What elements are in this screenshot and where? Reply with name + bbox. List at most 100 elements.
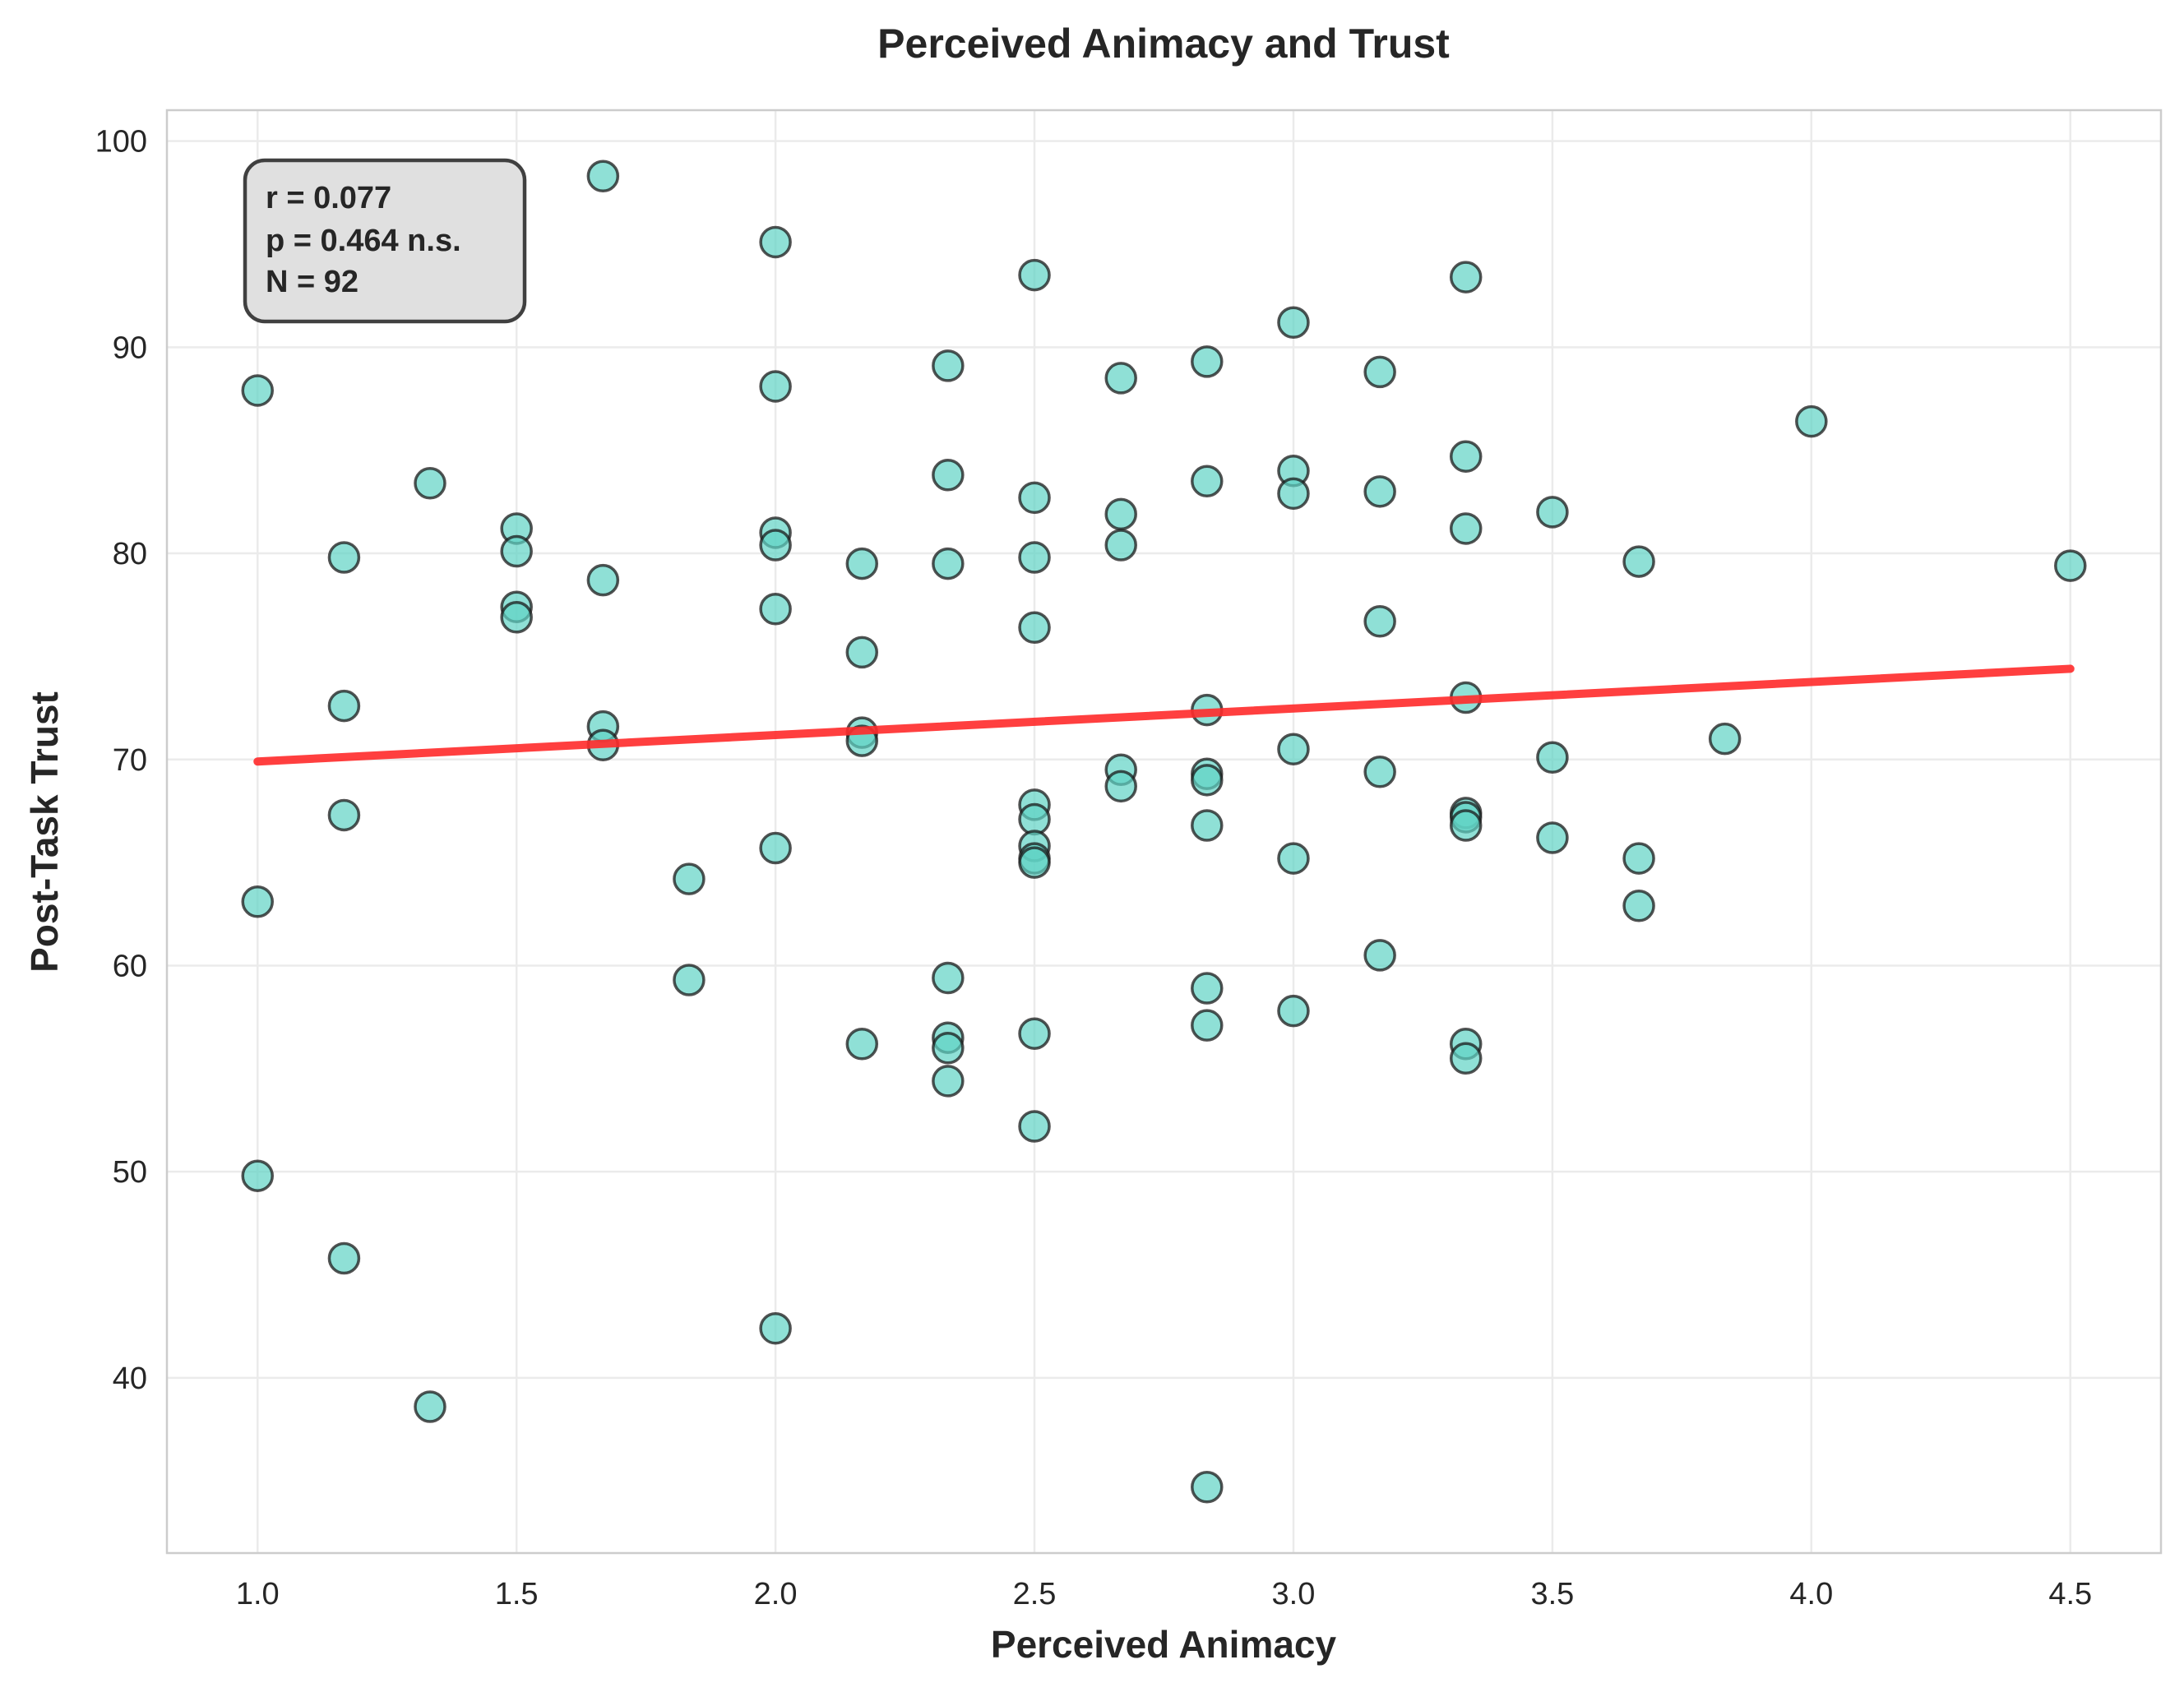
data-point xyxy=(845,1027,879,1061)
y-tick-label: 70 xyxy=(113,743,147,778)
data-point xyxy=(1018,258,1051,292)
data-point xyxy=(845,547,879,580)
y-axis-label: Post-Task Trust xyxy=(23,691,66,973)
data-point xyxy=(414,1390,447,1423)
data-point xyxy=(1449,512,1483,545)
regression-line xyxy=(253,664,2075,766)
data-point xyxy=(845,636,879,669)
y-tick-label: 50 xyxy=(113,1155,147,1190)
data-point xyxy=(327,689,361,723)
data-point xyxy=(1795,405,1828,438)
y-tick-label: 60 xyxy=(113,949,147,983)
data-point xyxy=(1104,529,1137,562)
data-point xyxy=(1536,821,1569,854)
data-point xyxy=(759,225,792,259)
data-point xyxy=(759,592,792,626)
data-point xyxy=(932,547,965,580)
data-point xyxy=(1018,802,1051,836)
data-point xyxy=(1191,764,1224,797)
data-point xyxy=(932,1032,965,1065)
data-point xyxy=(2054,549,2087,582)
y-tick-label: 80 xyxy=(113,537,147,571)
data-point xyxy=(1277,994,1310,1028)
data-point xyxy=(1622,842,1655,875)
data-point xyxy=(1363,355,1396,389)
y-tick-label: 100 xyxy=(95,125,147,159)
data-point xyxy=(327,798,361,832)
plot-area xyxy=(167,110,2161,1553)
data-point xyxy=(1536,496,1569,529)
x-tick-label: 4.0 xyxy=(1789,1577,1833,1611)
data-point xyxy=(759,831,792,865)
chart-title: Perceived Animacy and Trust xyxy=(877,21,1450,67)
data-point xyxy=(1277,477,1310,511)
data-point xyxy=(1191,809,1224,842)
data-point xyxy=(241,374,274,407)
data-point xyxy=(1191,1471,1224,1504)
data-point xyxy=(1449,440,1483,473)
data-point xyxy=(1622,890,1655,922)
stats-box-background xyxy=(243,158,527,324)
data-point xyxy=(1018,541,1051,574)
data-point xyxy=(1104,497,1137,531)
data-point xyxy=(1708,722,1742,756)
data-point xyxy=(1277,306,1310,339)
x-tick-label: 1.5 xyxy=(495,1577,539,1611)
data-point xyxy=(1622,545,1655,578)
x-tick-labels: 1.0 1.5 2.0 2.5 3.0 3.5 4.0 4.5 xyxy=(236,1577,2092,1611)
data-point xyxy=(932,1065,965,1098)
data-point xyxy=(1191,972,1224,1005)
data-point xyxy=(586,159,620,192)
stats-n-label: N = 92 xyxy=(266,265,359,299)
data-point xyxy=(1536,741,1569,774)
data-point xyxy=(1363,939,1396,972)
stats-p-label: p = 0.464 n.s. xyxy=(266,224,461,258)
data-point xyxy=(759,370,792,403)
data-point xyxy=(1104,362,1137,395)
stats-r-label: r = 0.077 xyxy=(266,181,391,215)
data-point xyxy=(1191,465,1224,498)
data-point xyxy=(586,563,620,597)
data-point xyxy=(1363,475,1396,508)
data-point xyxy=(673,862,706,895)
data-point xyxy=(414,467,447,500)
plot-frame xyxy=(165,109,2163,1555)
x-tick-label: 4.5 xyxy=(2048,1577,2092,1611)
data-point xyxy=(327,1241,361,1275)
data-point xyxy=(932,349,965,382)
data-point xyxy=(1363,605,1396,638)
y-tick-label: 40 xyxy=(113,1361,147,1396)
data-point xyxy=(932,459,965,492)
data-point xyxy=(759,1311,792,1345)
x-tick-label: 2.0 xyxy=(754,1577,798,1611)
x-axis-label: Perceived Animacy xyxy=(991,1623,1337,1666)
data-point xyxy=(1449,809,1483,842)
x-tick-label: 3.0 xyxy=(1272,1577,1316,1611)
data-point xyxy=(1018,846,1051,879)
x-tick-label: 2.5 xyxy=(1013,1577,1057,1611)
data-point xyxy=(1191,1009,1224,1042)
data-point xyxy=(1018,1110,1051,1143)
data-point xyxy=(1277,733,1310,765)
data-point xyxy=(1104,770,1137,803)
data-point xyxy=(759,529,792,562)
data-point xyxy=(500,601,533,634)
stats-box: r = 0.077 p = 0.464 n.s. N = 92 xyxy=(243,158,527,324)
data-point xyxy=(932,961,965,995)
data-point xyxy=(500,534,533,568)
data-point xyxy=(1018,1017,1051,1050)
data-point xyxy=(1363,756,1396,788)
data-points xyxy=(241,159,2087,1504)
data-point xyxy=(1449,1042,1483,1075)
data-point xyxy=(673,964,706,996)
data-point xyxy=(1018,611,1051,645)
data-point xyxy=(241,1159,274,1192)
y-tick-label: 90 xyxy=(113,331,147,365)
x-tick-label: 1.0 xyxy=(236,1577,280,1611)
data-point xyxy=(241,885,274,918)
data-point xyxy=(1449,261,1483,294)
data-point xyxy=(1277,842,1310,875)
data-point xyxy=(327,541,361,574)
data-point xyxy=(1191,345,1224,378)
